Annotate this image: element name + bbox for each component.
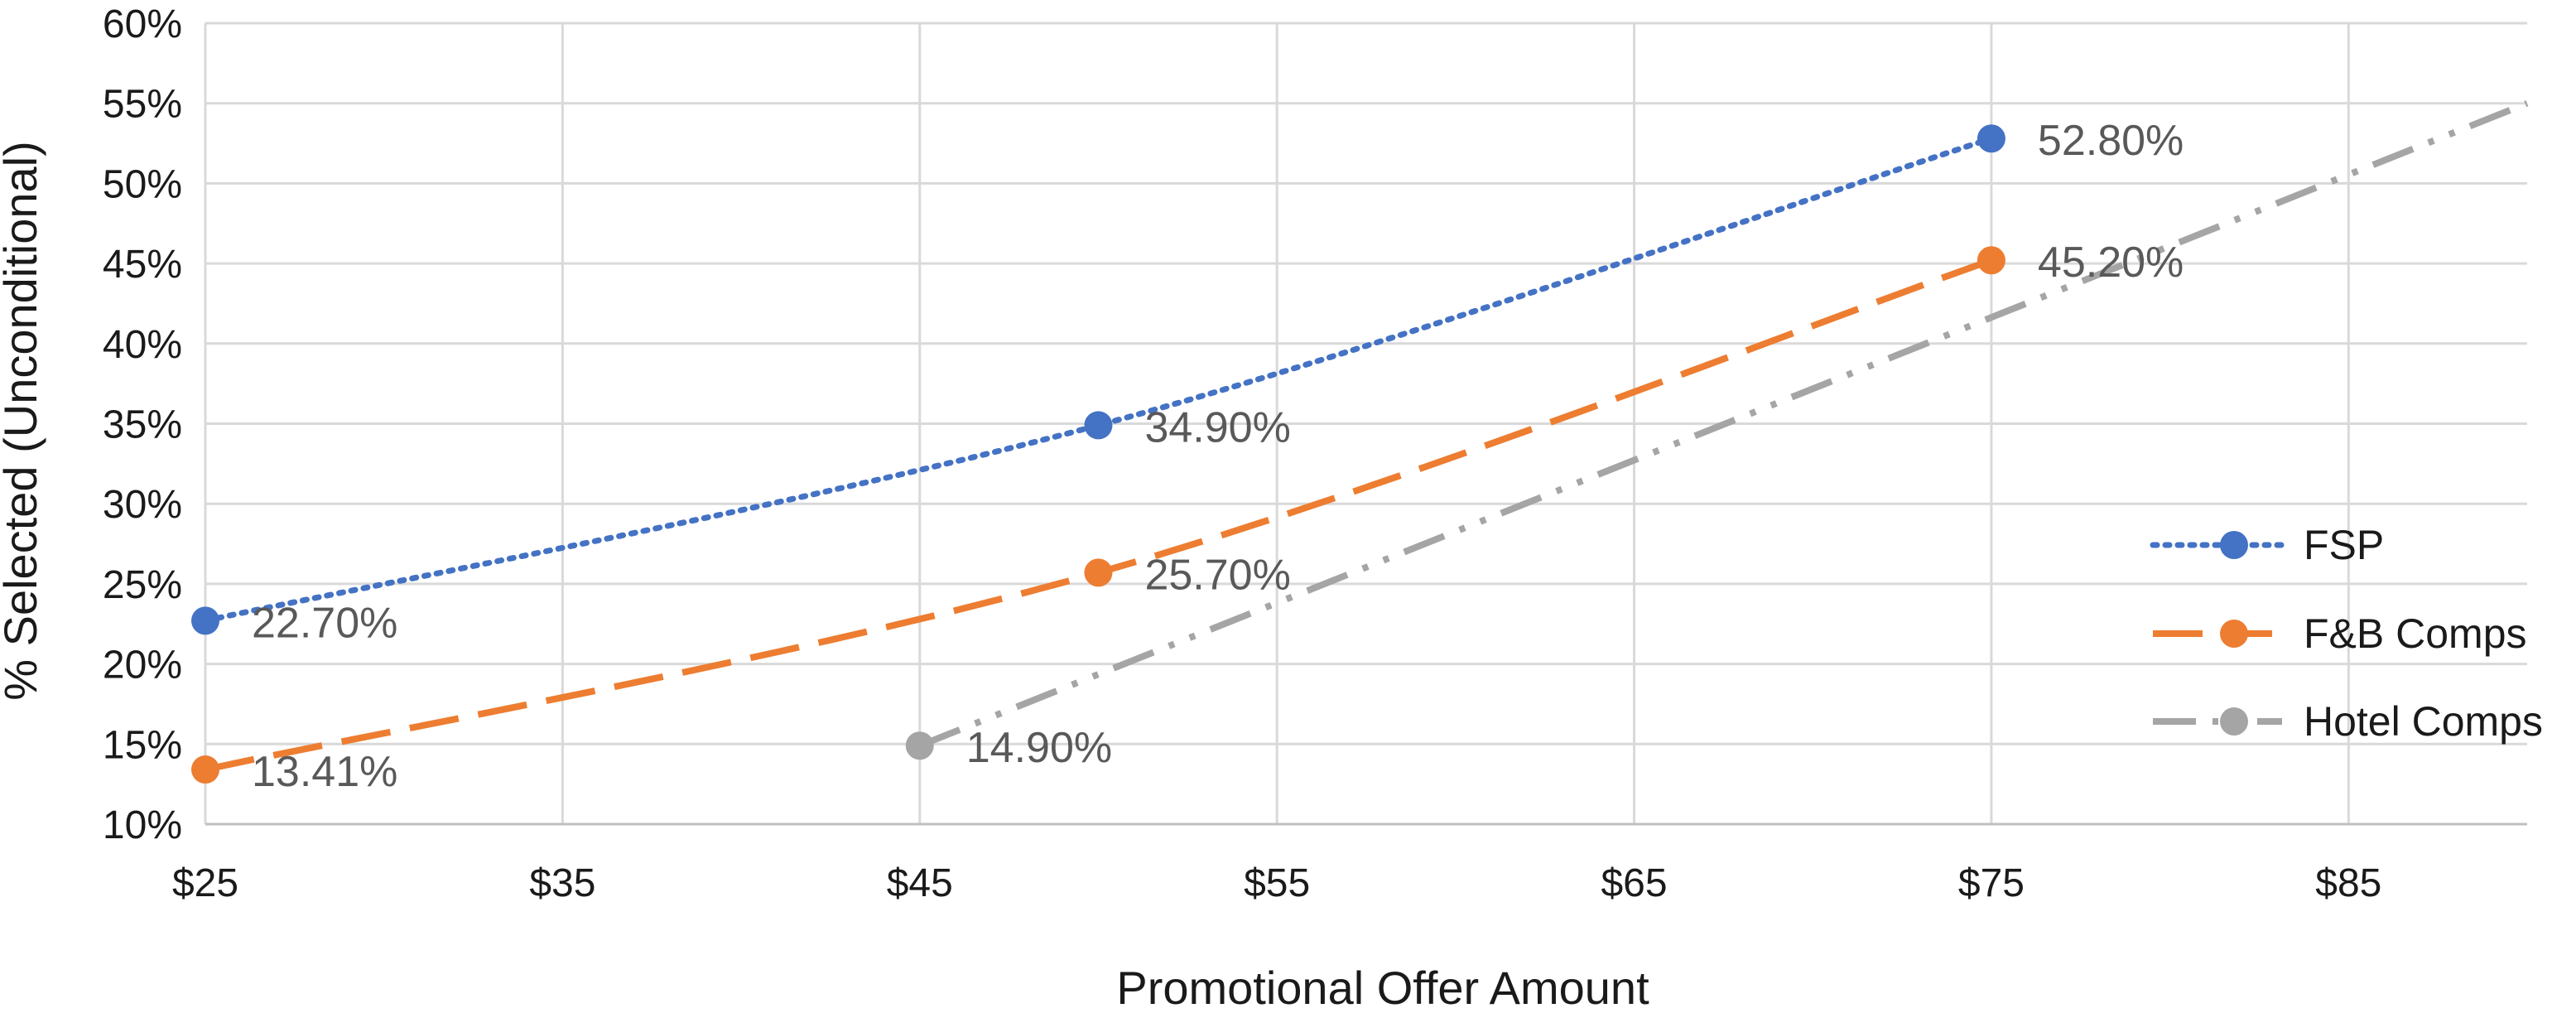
y-axis-title: % Selected (Unconditional) <box>0 141 46 700</box>
data-point <box>191 606 219 635</box>
series-line <box>918 99 2529 749</box>
y-tick-label: 60% <box>103 2 182 46</box>
x-tick-label: $35 <box>529 861 595 905</box>
data-point <box>1084 411 1113 440</box>
x-tick-label: $45 <box>887 861 953 905</box>
x-tick-label: $65 <box>1601 861 1667 905</box>
data-label: 25.70% <box>1144 551 1290 599</box>
data-point <box>191 755 219 784</box>
legend-marker <box>2220 620 2248 648</box>
legend: FSP F&B Comps Hotel Comps <box>2150 522 2543 745</box>
y-tick-label: 30% <box>103 483 182 527</box>
data-label: 22.70% <box>252 599 397 647</box>
data-label: 13.41% <box>252 748 397 796</box>
y-tick-label: 40% <box>103 323 182 367</box>
axes: 10% 15% 20% 25% 30% 35% 40% 45% 50% 55% 60% $25 $35 $… <box>103 2 2527 905</box>
x-axis-title: Promotional Offer Amount <box>1116 962 1649 1013</box>
x-tick-label: $85 <box>2315 861 2381 905</box>
data-point <box>1084 558 1113 587</box>
series-line <box>202 135 1995 624</box>
data-label: 34.90% <box>1144 403 1290 451</box>
data-label: 52.80% <box>2038 117 2184 165</box>
legend-marker <box>2220 531 2248 559</box>
y-tick-label: 15% <box>103 723 182 767</box>
y-tick-label: 45% <box>103 243 182 287</box>
series-line <box>205 257 1993 773</box>
legend-label: FSP <box>2304 522 2384 568</box>
y-tick-label: 10% <box>103 803 182 847</box>
legend-label: Hotel Comps <box>2304 698 2543 745</box>
data-point <box>905 731 934 760</box>
legend-label: F&B Comps <box>2304 610 2527 657</box>
legend-marker <box>2220 707 2248 736</box>
data-point <box>1977 124 2005 153</box>
gridlines <box>204 22 2527 826</box>
y-tick-label: 50% <box>103 162 182 206</box>
data-point <box>1977 246 2005 275</box>
y-tick-label: 55% <box>103 83 182 127</box>
series-lines <box>191 99 2529 784</box>
data-label: 14.90% <box>966 724 1112 772</box>
x-tick-label: $55 <box>1244 861 1310 905</box>
data-labels: 22.70% 34.90% 52.80% 13.41% 25.70% 45.20% 14.9… <box>252 117 2184 796</box>
y-tick-label: 20% <box>103 644 182 687</box>
x-tick-label: $25 <box>172 861 238 905</box>
data-label: 45.20% <box>2038 239 2184 287</box>
x-tick-label: $75 <box>1958 861 2025 905</box>
y-tick-label: 25% <box>103 563 182 607</box>
y-tick-label: 35% <box>103 403 182 447</box>
